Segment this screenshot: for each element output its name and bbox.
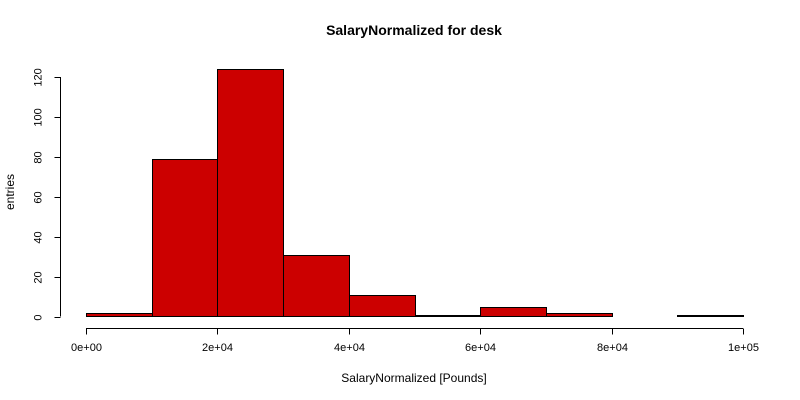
histogram-bar-1 — [152, 159, 218, 317]
y-tick-label: 40 — [33, 231, 45, 243]
y-axis-label: entries — [3, 174, 17, 210]
chart-title: SalaryNormalized for desk — [326, 22, 502, 38]
x-tick-label: 6e+04 — [465, 342, 496, 354]
histogram-bar-9 — [677, 315, 744, 317]
y-tick-label: 80 — [33, 151, 45, 163]
x-axis-label: SalaryNormalized [Pounds] — [341, 371, 486, 385]
histogram-bar-2 — [217, 69, 284, 317]
histogram-bar-6 — [480, 307, 547, 317]
y-axis: 0 20 40 60 80 100 120 — [33, 68, 61, 321]
x-tick-label: 1e+05 — [728, 342, 759, 354]
y-tick-label: 20 — [33, 271, 45, 283]
histogram-bar-3 — [283, 255, 350, 317]
y-tick-label: 0 — [33, 314, 45, 320]
bars-layer — [86, 69, 744, 317]
histogram-bar-7 — [546, 313, 613, 317]
y-tick-label: 60 — [33, 191, 45, 203]
histogram-bar-4 — [349, 295, 416, 317]
y-tick-label: 120 — [33, 68, 45, 86]
histogram-bar-5 — [415, 315, 481, 317]
x-tick-label: 0e+00 — [71, 342, 102, 354]
x-axis: 0e+00 2e+04 4e+04 6e+04 8e+04 1e+05 — [71, 328, 759, 354]
x-tick-label: 2e+04 — [202, 342, 233, 354]
y-tick-label: 100 — [33, 108, 45, 126]
x-tick-label: 8e+04 — [597, 342, 628, 354]
histogram-bar-0 — [86, 313, 153, 317]
x-tick-label: 4e+04 — [334, 342, 365, 354]
